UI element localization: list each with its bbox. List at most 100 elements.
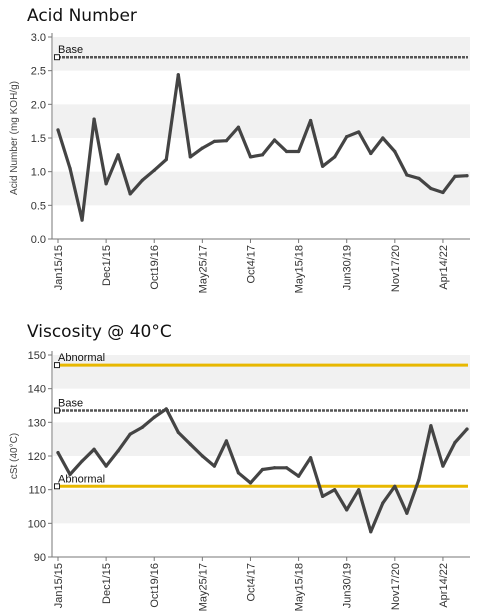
chart2-data-point bbox=[429, 424, 433, 428]
chart1-data-point bbox=[188, 155, 192, 159]
chart2-data-point bbox=[441, 464, 445, 468]
chart2-x-tick-label: Oct19/16 bbox=[149, 563, 161, 608]
chart1-data-point bbox=[453, 174, 457, 178]
chart2-data-point bbox=[212, 464, 216, 468]
chart1-data-point bbox=[284, 149, 289, 154]
chart2-data-point bbox=[453, 440, 457, 445]
chart2-grid-band bbox=[53, 422, 470, 456]
chart2-data-point bbox=[56, 451, 60, 455]
chart2-reference-marker bbox=[54, 483, 60, 490]
chart1-x-tick-label: Jun30/19 bbox=[342, 245, 354, 290]
chart2-y-axis-label: cSt (40°C) bbox=[9, 433, 20, 479]
chart2-data-point bbox=[68, 472, 72, 477]
chart2-data-point bbox=[405, 511, 409, 515]
chart1-data-point bbox=[381, 136, 385, 140]
chart1-grid-band bbox=[53, 171, 470, 206]
chart1-data-point bbox=[140, 178, 144, 183]
chart1-x-tick-label: Oct4/17 bbox=[245, 245, 257, 284]
chart1-reference-marker bbox=[54, 54, 60, 61]
chart1-data-point bbox=[68, 166, 72, 170]
chart1-data-point bbox=[441, 190, 445, 195]
chart2-data-point bbox=[176, 430, 180, 435]
chart1-data-point bbox=[152, 168, 156, 172]
chart2-data-point bbox=[296, 474, 301, 478]
chart2-data-point bbox=[284, 466, 289, 470]
chart2-data-point bbox=[393, 484, 397, 488]
chart1-data-point bbox=[116, 153, 120, 157]
chart1-y-tick-label: 2.5 bbox=[31, 66, 46, 78]
acid-number-title: Acid Number bbox=[27, 6, 137, 26]
chart2-data-point bbox=[200, 454, 204, 458]
chart2-y-tick-label: 140 bbox=[28, 384, 46, 396]
chart1-x-tick-label: Nov17/20 bbox=[390, 245, 402, 292]
chart2-x-tick-label: May25/17 bbox=[197, 563, 209, 611]
chart2-data-point bbox=[128, 432, 132, 436]
chart2-data-point bbox=[260, 467, 265, 472]
chart2-data-point bbox=[116, 449, 120, 453]
chart2-y-tick-label: 90 bbox=[34, 552, 46, 564]
chart1-data-point bbox=[321, 164, 325, 168]
chart2-reference-label: Abnormal bbox=[58, 352, 105, 364]
chart2-reference-label: Base bbox=[58, 398, 83, 410]
acid-number-chart: 0.0 0.5 1.0 1.5 2.0 2.5 3.0 Acid Number (mg KOH… bbox=[9, 32, 470, 293]
chart1-data-point bbox=[92, 117, 96, 121]
chart1-data-point bbox=[465, 174, 469, 178]
chart2-data-point bbox=[80, 459, 84, 463]
chart1-data-point bbox=[429, 186, 433, 191]
chart2-y-tick-label: 120 bbox=[28, 451, 46, 463]
chart2-reference-marker bbox=[54, 362, 60, 369]
chart2-x-tick-label: Oct4/17 bbox=[245, 563, 257, 602]
chart2-x-tick-label: Nov17/20 bbox=[390, 563, 402, 610]
chart1-y-tick-label: 0.5 bbox=[31, 200, 46, 212]
chart1-data-point bbox=[369, 151, 373, 156]
chart1-y-tick-label: 0.0 bbox=[31, 234, 46, 246]
chart2-data-point bbox=[369, 530, 373, 534]
chart1-data-point bbox=[236, 125, 241, 129]
chart2-x-tick-label: Jan15/15 bbox=[53, 563, 65, 608]
chart2-y-tick-label: 110 bbox=[28, 485, 46, 497]
chart1-data-point bbox=[200, 146, 204, 150]
chart1-data-point bbox=[357, 130, 361, 134]
chart1-reference-label: Base bbox=[58, 44, 83, 56]
chart1-y-tick-label: 1.5 bbox=[31, 133, 46, 145]
chart2-data-point bbox=[333, 488, 337, 492]
chart2-x-tick-label: Jun30/19 bbox=[342, 563, 354, 608]
chart2-data-point bbox=[381, 501, 385, 505]
chart2-y-tick-label: 100 bbox=[28, 518, 46, 530]
chart2-data-point bbox=[357, 488, 361, 492]
chart2-data-point bbox=[272, 466, 277, 470]
chart2-x-tick-label: May15/18 bbox=[294, 563, 306, 611]
chart2-reference-label: Abnormal bbox=[58, 473, 105, 485]
chart1-x-tick-label: May15/18 bbox=[294, 245, 306, 293]
chart1-data-point bbox=[128, 192, 132, 196]
chart1-data-point bbox=[164, 157, 168, 162]
chart1-data-point bbox=[80, 218, 84, 222]
chart2-data-point bbox=[92, 447, 96, 451]
chart1-data-point bbox=[405, 173, 409, 177]
chart2-data-point bbox=[152, 415, 156, 419]
chart2-data-point bbox=[248, 481, 253, 485]
chart1-data-point bbox=[272, 138, 277, 142]
chart1-x-tick-label: Oct19/16 bbox=[149, 245, 161, 290]
chart1-x-tick-label: May25/17 bbox=[197, 245, 209, 293]
chart1-data-point bbox=[248, 155, 253, 159]
chart2-data-point bbox=[164, 407, 168, 411]
chart1-grid-band bbox=[53, 104, 470, 138]
chart2-data-point bbox=[140, 425, 144, 429]
chart2-x-tick-label: Apr14/22 bbox=[438, 563, 450, 608]
chart2-data-point bbox=[417, 477, 421, 482]
chart2-data-point bbox=[188, 442, 192, 446]
chart2-data-point bbox=[309, 456, 313, 460]
chart2-data-point bbox=[345, 508, 349, 512]
chart2-y-tick-label: 150 bbox=[28, 350, 46, 362]
chart2-grid-band bbox=[53, 355, 470, 389]
chart2-grid-band bbox=[53, 489, 470, 524]
chart1-y-tick-label: 1.0 bbox=[31, 167, 46, 179]
chart2-data-point bbox=[104, 464, 108, 468]
chart1-y-tick-label: 2.0 bbox=[31, 99, 46, 111]
chart2-data-point bbox=[465, 427, 469, 431]
chart2-reference-marker bbox=[54, 407, 60, 414]
chart1-data-point bbox=[212, 139, 216, 143]
chart2-x-tick-label: Dec1/15 bbox=[101, 563, 113, 604]
